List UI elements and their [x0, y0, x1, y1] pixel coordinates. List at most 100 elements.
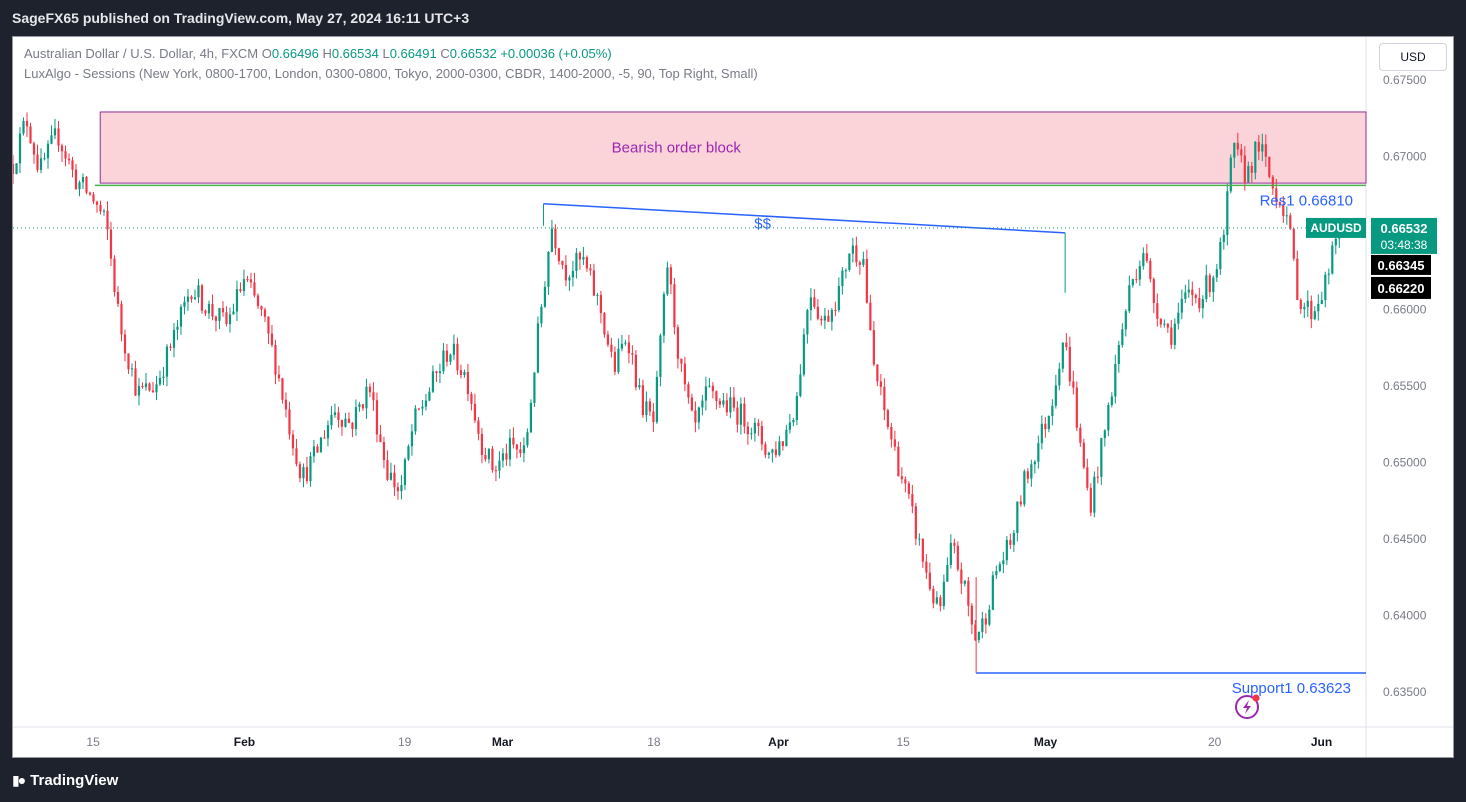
candle-body — [659, 335, 662, 377]
candle-body — [1138, 266, 1141, 280]
candle — [1264, 134, 1267, 167]
candle-body — [414, 408, 417, 432]
price-label-2: 0.66345 — [1371, 254, 1431, 275]
currency-button[interactable]: USD — [1379, 43, 1447, 71]
candle-body — [326, 425, 330, 439]
candle — [862, 251, 865, 268]
candle-body — [186, 296, 190, 302]
candle-body — [900, 476, 903, 480]
candle-body — [235, 289, 239, 312]
candle-body — [368, 386, 372, 393]
candle-body — [498, 460, 501, 471]
countdown-text: 03:48:38 — [1381, 238, 1428, 252]
candle — [1306, 290, 1309, 318]
candle-body — [253, 282, 256, 296]
candle — [1051, 399, 1054, 426]
candle-body — [480, 433, 484, 455]
candle — [995, 565, 998, 579]
candle — [872, 321, 875, 367]
candle — [984, 613, 987, 634]
candle — [1268, 156, 1271, 179]
candle — [1093, 471, 1096, 518]
candle-body — [1289, 215, 1292, 229]
candle-body — [792, 420, 795, 423]
candle — [1198, 287, 1201, 313]
candle-body — [785, 429, 788, 447]
candle-body — [841, 270, 844, 287]
candle — [1285, 206, 1288, 225]
candle — [1156, 293, 1159, 327]
candle-body — [914, 506, 917, 539]
candle — [739, 397, 742, 435]
candle-body — [526, 432, 529, 446]
candle — [1261, 133, 1264, 162]
candle-body — [1037, 443, 1040, 462]
candle — [358, 402, 361, 412]
support1-label: Support1 0.63623 — [1232, 680, 1351, 697]
candle-body — [239, 289, 242, 292]
candle-body — [865, 259, 868, 303]
candle-body — [617, 348, 620, 372]
candle — [1313, 306, 1316, 321]
candle — [820, 315, 823, 326]
candle-body — [141, 385, 144, 388]
candle-body — [449, 354, 452, 362]
price-chart[interactable]: 0.675000.670000.665000.660000.655000.650… — [13, 37, 1453, 757]
candle-body — [484, 454, 487, 460]
candle — [1009, 533, 1012, 550]
candle-body — [512, 437, 515, 445]
candle — [403, 457, 407, 491]
candle-body — [1131, 279, 1134, 286]
candle — [95, 200, 99, 213]
candle — [949, 534, 952, 569]
candle — [505, 443, 508, 466]
chart-panel[interactable]: 0.675000.670000.665000.660000.655000.650… — [12, 36, 1454, 758]
candle-body — [648, 401, 652, 412]
candle-body — [134, 368, 137, 396]
candle — [914, 502, 917, 546]
candle-body — [1114, 364, 1117, 397]
time-axis: 15 Feb 19 Mar 18 Apr 15 May 20 Jun — [86, 735, 1332, 749]
candle-body — [337, 412, 340, 421]
candle — [550, 219, 554, 252]
tradingview-logo[interactable]: ▮● TradingView — [12, 772, 118, 789]
candle — [704, 376, 707, 411]
candle-body — [753, 422, 756, 434]
candle — [127, 353, 130, 374]
candle-body — [970, 605, 973, 625]
candle-body — [92, 194, 95, 202]
candle — [1194, 293, 1197, 304]
candle — [1072, 370, 1075, 395]
candle — [606, 330, 610, 347]
candle — [974, 620, 977, 642]
candle-body — [613, 351, 617, 372]
candle-body — [715, 391, 718, 401]
candle-body — [1093, 476, 1096, 513]
candle — [823, 307, 826, 330]
candle-body — [1142, 253, 1145, 267]
candle-body — [575, 252, 578, 272]
time-tick-label: 15 — [86, 735, 100, 749]
candle-body — [589, 268, 592, 271]
candle-body — [372, 392, 375, 401]
candle-body — [883, 386, 886, 411]
candle-body — [379, 434, 382, 443]
candle — [109, 221, 113, 266]
candle — [662, 291, 665, 343]
candle — [1121, 323, 1124, 348]
lightning-icon — [1235, 694, 1260, 719]
candle — [1023, 469, 1026, 507]
candle — [15, 163, 18, 175]
candle-body — [1229, 157, 1232, 192]
candle-body — [389, 472, 393, 480]
candle-body — [624, 342, 627, 344]
candle — [585, 255, 589, 272]
candle — [666, 261, 669, 296]
price-label-3: 0.66220 — [1371, 276, 1431, 299]
candle — [396, 482, 400, 500]
candle-body — [953, 542, 956, 546]
legend-indicator[interactable]: LuxAlgo - Sessions (New York, 0800-1700,… — [24, 66, 758, 81]
candle — [1257, 135, 1260, 161]
candle — [554, 224, 557, 256]
candle — [778, 435, 781, 457]
